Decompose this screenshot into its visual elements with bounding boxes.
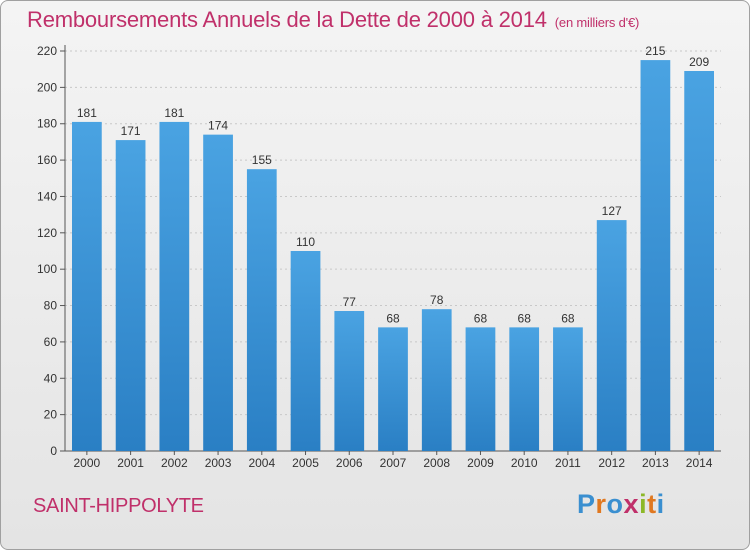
x-tick-label-2001: 2001 [117,456,144,470]
bar-2001 [115,140,146,451]
data-label-2007: 68 [386,311,400,325]
y-tick-label-200: 200 [37,80,57,94]
x-tick-label-2002: 2002 [161,456,188,470]
y-tick-label-140: 140 [37,189,57,203]
bar-2014 [684,71,715,451]
tick-labels: 0 20 40 60 80 100 120 140 160 180 200 220 2000 2001 20… [37,44,713,470]
bar-2003 [203,134,233,452]
x-tick-label-2012: 2012 [598,456,625,470]
x-tick-label-2005: 2005 [292,456,319,470]
y-tick-label-40: 40 [44,371,58,385]
chart-title: Remboursements Annuels de la Dette de 20… [27,7,639,33]
data-label-2014: 209 [689,55,709,69]
data-labels: 181 171 181 174 155 110 77 68 78 68 68 68 127 215 209 [77,44,710,325]
data-label-2004: 155 [252,153,272,167]
y-tick-label-80: 80 [44,299,58,313]
bar-2010 [509,327,540,451]
logo-letter-5: t [647,489,657,519]
bar-2000 [71,121,102,451]
x-tick-label-2011: 2011 [555,456,581,470]
data-label-2012: 127 [602,204,622,218]
data-label-2010: 68 [518,311,532,325]
proxiti-logo: Proxiti [577,489,665,520]
bar-2007 [378,327,408,451]
y-tick-label-160: 160 [37,153,57,167]
chart-title-text: Remboursements Annuels de la Dette de 20… [27,7,547,32]
y-tick-label-100: 100 [37,262,57,276]
unit-note: (en milliers d'€) [554,15,640,30]
x-tick-label-2007: 2007 [380,456,407,470]
y-tick-label-120: 120 [37,226,57,240]
bar-2013 [640,60,671,451]
x-tick-label-2006: 2006 [336,456,363,470]
data-label-2006: 77 [343,295,357,309]
logo-letter-6: i [656,489,665,519]
x-tick-label-2004: 2004 [248,456,275,470]
x-tick-label-2009: 2009 [467,456,494,470]
bar-2005 [290,251,321,451]
x-tick-label-2008: 2008 [423,456,450,470]
x-tick-label-2014: 2014 [686,456,713,470]
data-label-2002: 181 [164,106,184,120]
bar-2009 [465,327,496,451]
y-tick-label-20: 20 [44,408,58,422]
logo-letter-0: P [577,489,596,519]
x-tick-label-2010: 2010 [511,456,538,470]
data-label-2013: 215 [645,44,665,58]
x-tick-label-2000: 2000 [74,456,101,470]
logo-letter-2: o [606,489,624,519]
x-tick-label-2003: 2003 [205,456,232,470]
bar-2008 [421,309,452,451]
logo-letter-4: i [639,489,648,519]
logo-letter-3: x [623,489,640,519]
data-label-2011: 68 [561,311,575,325]
y-tick-label-180: 180 [37,117,57,131]
bar-2011 [553,327,583,451]
data-label-2003: 174 [208,119,228,133]
data-label-2009: 68 [474,311,488,325]
logo-letter-1: r [595,489,607,519]
bar-2006 [334,311,365,451]
bar-2002 [159,121,190,451]
y-tick-label-220: 220 [37,44,57,58]
data-label-2001: 171 [121,124,141,138]
data-label-2005: 110 [296,235,315,249]
bars [71,60,715,452]
data-label-2000: 181 [77,106,97,120]
commune-name: SAINT-HIPPOLYTE [33,495,204,517]
bar-2004 [246,169,277,451]
data-label-2008: 78 [430,293,444,307]
y-tick-label-0: 0 [50,444,57,458]
bar-2012 [596,220,627,451]
y-tick-label-60: 60 [44,335,58,349]
x-tick-label-2013: 2013 [642,456,669,470]
